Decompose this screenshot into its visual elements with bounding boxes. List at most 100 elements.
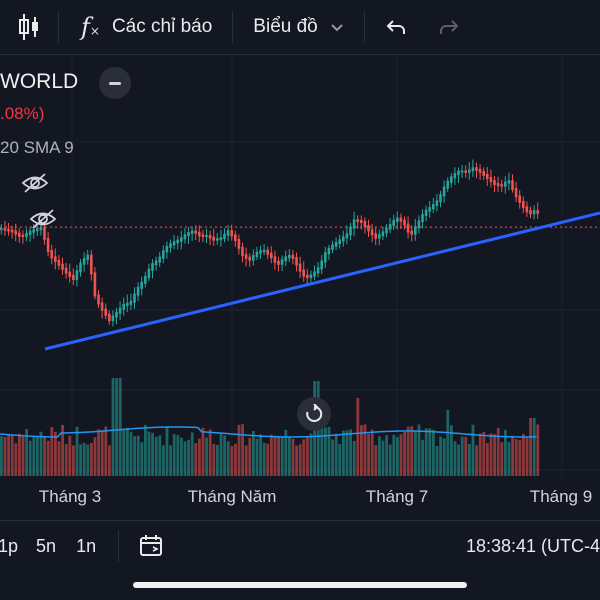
candle-body (54, 256, 57, 262)
candle-body (216, 238, 219, 241)
candle-body (478, 168, 482, 173)
volume-bar (457, 444, 460, 476)
candle-body (133, 293, 136, 303)
candle-body (522, 200, 525, 209)
candle-body (198, 231, 201, 237)
volume-bar (345, 430, 349, 476)
candle-body (327, 247, 331, 255)
candle-body (43, 227, 46, 240)
candle-body (61, 263, 64, 270)
candle-body (36, 228, 39, 232)
volume-bar (46, 440, 50, 476)
undo-button[interactable] (365, 0, 427, 54)
candle-body (468, 169, 471, 173)
chart-type-label: Biểu đồ (253, 16, 318, 37)
volume-bar (277, 436, 280, 476)
volume-bar (201, 427, 205, 476)
candle-body (378, 234, 381, 239)
volume-bar (507, 442, 511, 476)
candle-body (237, 239, 241, 249)
candle-body (230, 230, 233, 237)
volume-bar (439, 436, 442, 476)
timeframe-1d-button[interactable]: 1n (76, 535, 97, 556)
volume-bar (403, 431, 406, 476)
timeframe-1m-button[interactable]: 1p (0, 535, 19, 556)
volume-bar (212, 444, 216, 476)
volume-bar (208, 429, 212, 476)
volume-bar (216, 444, 219, 476)
candle-body (75, 270, 79, 280)
candle-body (205, 235, 208, 237)
volume-bar (50, 427, 54, 476)
candle-body (385, 227, 388, 234)
candle-body (273, 256, 277, 263)
candle-body (82, 258, 86, 265)
candle-body (201, 234, 205, 237)
chart-type-button[interactable]: Biểu đồ (233, 0, 363, 54)
candle-body (165, 245, 169, 253)
candle-body (475, 167, 478, 171)
legend-collapse-button[interactable] (99, 67, 131, 99)
candle-body (421, 214, 424, 223)
fx-icon: f× (81, 13, 100, 41)
candle-body (403, 219, 406, 226)
candle-body (352, 219, 356, 229)
candle-body (219, 237, 223, 241)
volume-bar (331, 439, 334, 476)
volume-bar (450, 425, 453, 476)
candle-body (108, 313, 111, 321)
clock-time[interactable]: 18:38:41 (UTC-4 (465, 535, 600, 556)
candle-body (334, 242, 338, 247)
candle-body (248, 256, 251, 261)
volume-bar (136, 435, 140, 476)
indicators-button[interactable]: f× Các chỉ báo (59, 0, 232, 54)
volume-bar (288, 437, 291, 476)
timeframe-5d-button[interactable]: 5n (36, 535, 57, 556)
candle-body (280, 259, 284, 265)
volume-bar (284, 429, 288, 476)
candle-body (126, 302, 129, 306)
volume-bar (396, 437, 399, 476)
eye-off-icon[interactable] (29, 208, 57, 230)
x-tick-label: Tháng 9 (529, 487, 593, 506)
candle-body (388, 224, 392, 230)
candle-body (306, 274, 309, 279)
volume-bar (500, 442, 504, 476)
volume-bar (252, 431, 255, 476)
minus-icon (109, 81, 121, 85)
candle-body (356, 219, 359, 222)
volume-bar (129, 431, 133, 476)
volume-bar (255, 438, 259, 476)
undo-icon (386, 20, 405, 34)
volume-bar (205, 437, 208, 476)
volume-bar (165, 426, 169, 476)
volume-bar (169, 445, 172, 476)
time-axis[interactable]: Tháng 3 Tháng Năm Tháng 7 Tháng 9 (0, 478, 600, 518)
candle-body (504, 181, 507, 187)
candle-body (118, 307, 122, 314)
bottom-bar: 1p 5n 1n 18:38:41 (UTC-4 (0, 520, 600, 571)
volume-bar (388, 444, 392, 476)
volume-bar (183, 441, 187, 476)
volume-bar (421, 439, 424, 476)
volume-bar (518, 439, 522, 476)
candle-body (277, 260, 280, 265)
volume-bar (75, 426, 79, 476)
volume-bar (3, 436, 7, 476)
eye-off-icon[interactable] (21, 172, 49, 194)
candles-icon[interactable] (0, 0, 58, 54)
volume-bar (10, 435, 14, 476)
candle-body (72, 274, 75, 280)
candle-body (381, 231, 385, 237)
volume-bar (342, 430, 345, 476)
candle-body (471, 167, 475, 172)
volume-bar (43, 436, 46, 476)
date-range-icon[interactable] (139, 534, 165, 558)
reset-chart-button[interactable] (297, 397, 331, 431)
candle-body (208, 235, 212, 239)
candle-body (154, 260, 158, 266)
volume-bar (122, 428, 126, 476)
price-chart[interactable] (0, 55, 600, 478)
redo-button[interactable] (427, 0, 471, 54)
candle-body (270, 252, 273, 259)
